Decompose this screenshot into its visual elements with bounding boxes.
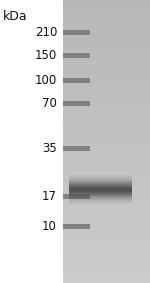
Text: 17: 17 xyxy=(42,190,57,203)
Text: kDa: kDa xyxy=(3,10,28,23)
Bar xyxy=(63,30,90,35)
Text: 100: 100 xyxy=(35,74,57,87)
Text: 210: 210 xyxy=(35,26,57,39)
Text: 70: 70 xyxy=(42,97,57,110)
Bar xyxy=(63,101,90,106)
Bar xyxy=(63,53,90,58)
Bar xyxy=(63,224,90,229)
Text: 35: 35 xyxy=(42,142,57,155)
Bar xyxy=(63,146,90,151)
Text: 150: 150 xyxy=(35,49,57,62)
Text: 10: 10 xyxy=(42,220,57,233)
Bar xyxy=(63,194,90,199)
Bar xyxy=(63,78,90,83)
